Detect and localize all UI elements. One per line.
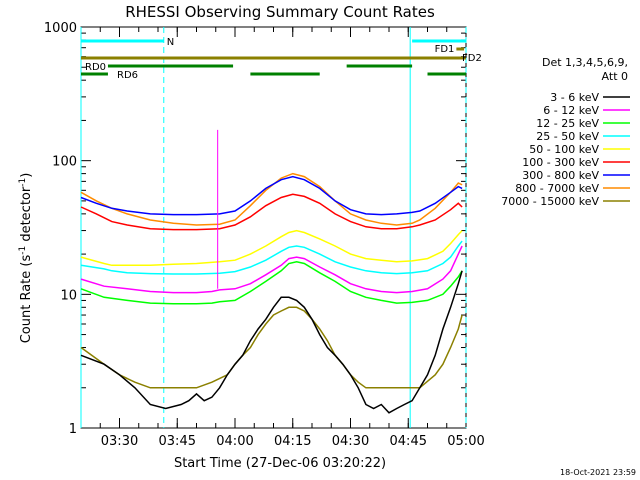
flag-label: FD2 — [462, 53, 482, 64]
series-line — [80, 175, 463, 216]
legend-title-2: Att 0 — [602, 70, 628, 83]
y-tick-label: 10 — [60, 288, 77, 303]
legend-label: 3 - 6 keV — [550, 91, 599, 104]
chart-title: RHESSI Observing Summary Count Rates — [125, 3, 435, 21]
legend-label: 50 - 100 keV — [529, 143, 599, 156]
flag-label: RD0 — [85, 62, 106, 73]
series-line — [80, 261, 463, 305]
legend-label: 100 - 300 keV — [522, 156, 599, 169]
legend-label: 300 - 800 keV — [522, 169, 599, 182]
series-line — [80, 306, 463, 389]
series-line — [80, 270, 463, 414]
y-tick-label: 100 — [52, 155, 77, 170]
series-line — [80, 229, 463, 267]
legend: Det 1,3,4,5,6,9, Att 0 — [542, 56, 628, 83]
x-axis-label: Start Time (27-Dec-06 03:20:22) — [174, 456, 386, 471]
flag-label: FD1 — [435, 44, 455, 55]
y-axis-label: Count Rate (s-1 detector-1) — [18, 173, 34, 344]
series-line — [80, 245, 463, 294]
legend-label: 6 - 12 keV — [543, 104, 599, 117]
legend-title-1: Det 1,3,4,5,6,9, — [542, 56, 628, 69]
legend-label: 25 - 50 keV — [536, 130, 599, 143]
x-tick-label: 03:30 — [101, 434, 138, 449]
flag-label: N — [167, 37, 174, 48]
x-tick-label: 04:45 — [390, 434, 427, 449]
legend-label: 7000 - 15000 keV — [501, 195, 599, 208]
y-tick-label: 1000 — [44, 21, 77, 36]
footer-timestamp: 18-Oct-2021 23:59 — [560, 468, 636, 477]
x-tick-label: 05:00 — [447, 434, 484, 449]
series-line — [80, 193, 463, 231]
series-line — [80, 172, 463, 226]
x-tick-label: 04:30 — [332, 434, 369, 449]
x-tick-label: 04:15 — [274, 434, 311, 449]
x-tick-label: 03:45 — [159, 434, 196, 449]
flag-label: RD6 — [117, 70, 138, 81]
legend-label: 800 - 7000 keV — [515, 182, 599, 195]
y-tick-label: 1 — [69, 422, 77, 437]
x-tick-label: 04:00 — [216, 434, 253, 449]
series-line — [80, 240, 463, 275]
legend-label: 12 - 25 keV — [536, 117, 599, 130]
